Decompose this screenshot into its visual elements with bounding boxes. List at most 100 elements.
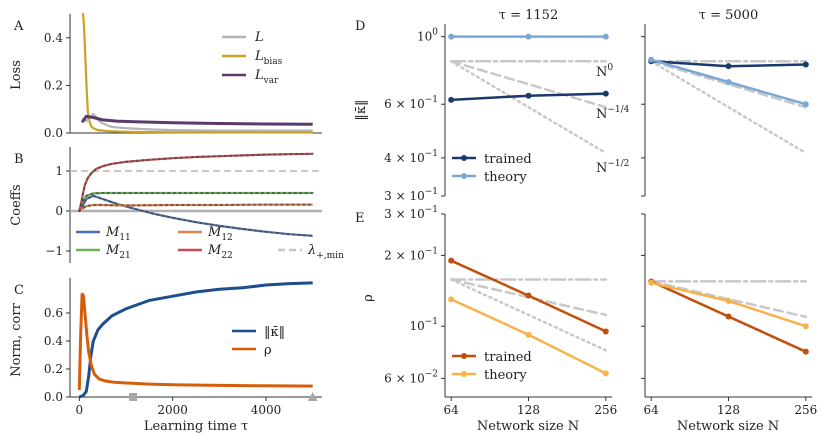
panel-d1-point-trained — [602, 90, 609, 97]
panel-e1-ref-Nh — [449, 278, 608, 352]
panel-c-marker-square — [129, 393, 138, 401]
panel-d-ref-label-Nq: N−1/4 — [596, 105, 630, 122]
panel-d1-point-trained — [448, 96, 455, 103]
panel-e1-xlabel: Network size N — [477, 419, 579, 434]
panel-b-legend-label-lambda: λ+,min — [307, 243, 344, 261]
panel-d1-point-trained — [525, 92, 532, 99]
panel-b-legend-label-M11: M11 — [105, 225, 131, 243]
panel-d1-point-theory — [448, 33, 455, 40]
panel-c-x-tick-label: 4000 — [251, 403, 282, 417]
panel-e2-xlabel: Network size N — [677, 419, 779, 434]
panel-a-legend-label-L_var: Lvar — [254, 68, 279, 86]
panel-d2-point-trained — [725, 63, 732, 70]
panel-d1-y-tick-label: 6 × 10−1 — [384, 95, 438, 111]
panel-d1-point-theory — [525, 33, 532, 40]
panel-c-letter: C — [14, 283, 24, 298]
panel-b-theory-M11 — [78, 194, 314, 237]
panel-d1-ref-Nh — [449, 60, 608, 155]
panel-b-y-tick-label: 0 — [55, 204, 63, 218]
panel-c-x-tick-label: 0 — [76, 403, 84, 417]
panel-e1-y-tick-label: 2 × 10−1 — [384, 246, 438, 262]
panel-a-series-L — [81, 112, 313, 132]
panel-e1-point-trained — [525, 292, 532, 299]
panel-e1-x-tick-label: 64 — [444, 403, 460, 417]
panel-c-x-tick-label: 2000 — [157, 403, 188, 417]
panel-e1-y-tick-label: 10−1 — [409, 317, 438, 333]
panel-d1-title: τ = 1152 — [499, 8, 558, 23]
panel-e2-x-tick-label: 128 — [717, 403, 740, 417]
panel-c-y-tick-label: 0.4 — [44, 334, 63, 348]
panel-c-series-norm — [78, 281, 313, 399]
panel-a-legend-label-L_bias: Lbias — [254, 49, 283, 67]
panel-d2-ref-Nh — [649, 60, 808, 155]
panel-d1-ref-Nq — [449, 60, 608, 109]
panel-e2-point-theory — [648, 279, 655, 286]
panel-e2-point-theory — [725, 297, 732, 304]
panel-e1-x-tick-label: 256 — [594, 403, 617, 417]
panel-e-legend-marker — [461, 353, 467, 359]
panel-b-legend-label-M12: M12 — [207, 225, 233, 243]
panel-c-ylabel: Norm, corr — [9, 302, 24, 376]
panel-e2-point-theory — [802, 323, 809, 330]
panel-b-theory-M12 — [78, 203, 314, 212]
panel-d-ylabel: ‖κ̄‖ — [354, 99, 369, 120]
panel-d1-point-theory — [602, 33, 609, 40]
panel-b-ylabel: Coeffs — [9, 184, 24, 225]
panel-a-y-tick-label: 0.4 — [44, 31, 63, 45]
panel-a-ylabel: Loss — [9, 60, 24, 90]
panel-e2-x-tick-label: 256 — [794, 403, 817, 417]
panel-c-marker-triangle — [307, 392, 318, 401]
panel-d2-point-theory — [802, 101, 809, 108]
panel-d-ref-label-Nh: N−1/2 — [596, 159, 629, 176]
panel-c-y-tick-label: 0.6 — [44, 306, 63, 320]
panel-b-theory-M21 — [78, 192, 314, 212]
panel-d-letter: D — [355, 19, 365, 34]
panel-d-legend-marker — [461, 155, 467, 161]
panel-d2-ref-Nq — [649, 60, 808, 109]
panel-c-xlabel: Learning time τ — [144, 419, 248, 434]
panel-b-theory-M22 — [78, 152, 314, 212]
panel-e1-y-tick-label: 6 × 10−2 — [384, 369, 438, 385]
panel-e-legend-marker — [461, 371, 467, 377]
panel-a-y-tick-label: 0.0 — [44, 126, 63, 140]
panel-e1-point-theory — [602, 370, 609, 377]
panel-d-ref-label-N0: N0 — [596, 63, 613, 80]
panel-d2-point-theory — [648, 56, 655, 63]
panel-c-legend-label-norm: ‖κ̄‖ — [264, 325, 285, 340]
panel-e1-point-theory — [525, 331, 532, 338]
panel-e1-point-theory — [448, 296, 455, 303]
panel-d1-y-tick-label: 3 × 10−1 — [384, 187, 438, 203]
panel-b-legend-label-M21: M21 — [105, 243, 131, 261]
panel-e-ylabel: ρ — [361, 294, 376, 302]
panel-d2-title: τ = 5000 — [699, 8, 758, 23]
panel-a-series-L_bias — [82, 12, 313, 134]
panel-e1-point-trained — [448, 257, 455, 264]
panel-e1-point-trained — [602, 328, 609, 335]
panel-e2-series-theory — [650, 281, 807, 328]
panel-d-legend-label-theory_kappa: theory — [484, 170, 527, 185]
panel-a-series-L_var — [80, 114, 313, 126]
panel-d-legend-marker — [461, 173, 467, 179]
panel-d1-y-tick-label: 100 — [417, 28, 438, 44]
panel-d2-point-trained — [802, 61, 809, 68]
panel-a-legend-label-L: L — [254, 30, 264, 45]
panel-e2-point-trained — [802, 348, 809, 355]
panel-b-y-tick-label: −1 — [45, 244, 63, 258]
panel-c-y-tick-label: 0.0 — [44, 390, 63, 404]
panel-e2-point-trained — [725, 313, 732, 320]
panel-c-y-tick-label: 0.2 — [44, 362, 63, 376]
panel-e-legend-label-theory_rho: theory — [484, 368, 527, 383]
panel-c-series-rho — [77, 292, 313, 391]
panel-e2-x-tick-label: 64 — [644, 403, 660, 417]
panel-b-letter: B — [14, 152, 24, 167]
panel-d2-point-theory — [725, 78, 732, 85]
panel-c-legend-label-rho: ρ — [264, 343, 272, 358]
panel-d-legend-label-trained_kappa: trained — [484, 152, 532, 167]
panel-e-letter: E — [355, 211, 365, 226]
panel-b-y-tick-label: 1 — [55, 164, 63, 178]
panel-a-letter: A — [13, 19, 24, 34]
panel-a-y-tick-label: 0.2 — [44, 78, 63, 92]
panel-e1-y-tick-label: 3 × 10−1 — [384, 205, 438, 221]
panel-b-legend-label-M22: M22 — [207, 243, 233, 261]
